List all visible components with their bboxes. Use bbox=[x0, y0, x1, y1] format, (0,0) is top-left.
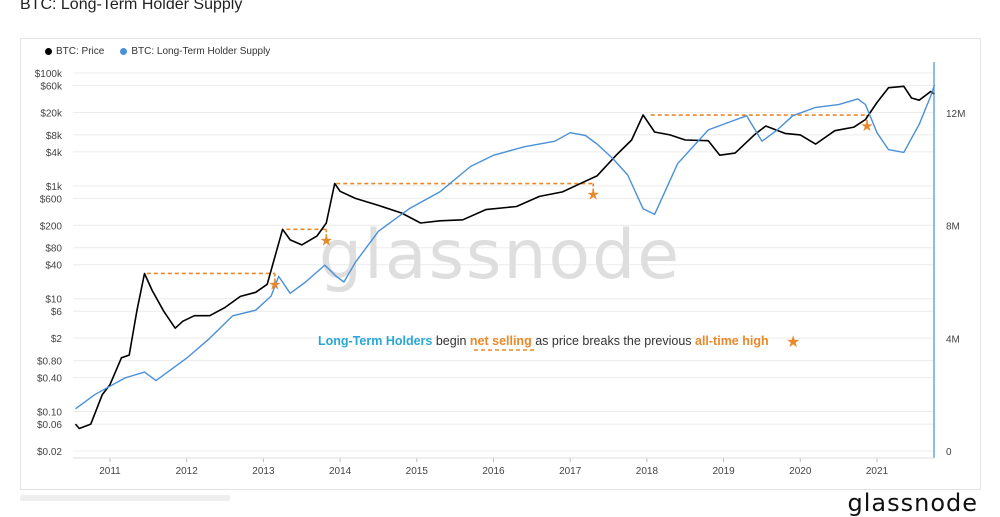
x-tick-label: 2015 bbox=[406, 466, 429, 477]
lth-legend-swatch bbox=[120, 48, 128, 55]
ath-star-icon: ★ bbox=[860, 117, 873, 135]
ath-star-icon: ★ bbox=[586, 186, 599, 204]
y-axis-right: 12M 8M 4M 0 bbox=[946, 109, 965, 458]
y-left-tick-label: $200 bbox=[40, 221, 63, 232]
chart-svg: glassnode $100k $60k $20k $8k $4k $1k$600 $200… bbox=[35, 62, 965, 477]
y-right-tick-label: 4M bbox=[946, 334, 960, 345]
price-series-line bbox=[74, 85, 935, 430]
ath-star-icon: ★ bbox=[320, 231, 333, 249]
y-left-tick-label: $0.06 bbox=[37, 420, 62, 431]
y-left-tick-label: $40 bbox=[45, 261, 62, 272]
y-right-tick-label: 0 bbox=[946, 447, 952, 458]
y-right-tick-label: 8M bbox=[946, 222, 960, 233]
watermark: glassnode bbox=[319, 216, 681, 295]
chart-panel bbox=[20, 38, 981, 490]
y-left-tick-label: $0.80 bbox=[37, 357, 62, 368]
x-tick-label: 2020 bbox=[789, 466, 812, 477]
brand-logo: glassnode bbox=[847, 489, 978, 517]
x-tick-label: 2013 bbox=[252, 466, 275, 477]
y-left-tick-label: $80 bbox=[45, 244, 62, 255]
ath-stars: ★ ★ ★ ★ bbox=[268, 117, 874, 293]
y-left-tick-label: $100k bbox=[35, 69, 63, 80]
grid-lines bbox=[73, 72, 934, 452]
x-tick-label: 2019 bbox=[712, 466, 735, 477]
annotation-begin: begin bbox=[432, 334, 470, 348]
y-left-tick-label: $10 bbox=[45, 295, 62, 306]
y-left-tick-label: $2 bbox=[51, 334, 63, 345]
y-left-tick-label: $8k bbox=[46, 131, 63, 142]
x-tick-label: 2021 bbox=[866, 466, 889, 477]
y-left-tick-label: $6 bbox=[51, 307, 63, 318]
legend-label-price: BTC: Price bbox=[56, 46, 105, 57]
x-tick-label: 2012 bbox=[176, 466, 199, 477]
y-left-tick-label: $0.02 bbox=[37, 447, 62, 458]
y-left-tick-label: $1k bbox=[46, 182, 63, 193]
y-left-tick-label: $60k bbox=[40, 82, 63, 93]
x-tick-label: 2014 bbox=[329, 466, 352, 477]
legend-item-price[interactable]: BTC: Price bbox=[45, 46, 104, 57]
annotation-lth: Long-Term Holders bbox=[318, 334, 432, 348]
annotation-star-icon: ★ bbox=[786, 332, 800, 351]
x-tick-label: 2011 bbox=[99, 466, 121, 477]
source-footer bbox=[20, 495, 230, 501]
chart-legend: BTC: Price BTC: Long-Term Holder Supply bbox=[45, 46, 270, 57]
x-tick-label: 2017 bbox=[559, 466, 582, 477]
lth-supply-series-line bbox=[75, 84, 936, 410]
y-left-tick-label: $0.40 bbox=[37, 374, 62, 385]
y-axis-left: $100k$60k$20k$8k$4k$1k$600$200$80$40$10$… bbox=[35, 69, 63, 458]
annotation-mid: as price breaks the previous bbox=[532, 334, 695, 348]
y-left-tick-label: $600 bbox=[40, 194, 63, 205]
legend-item-lth[interactable]: BTC: Long-Term Holder Supply bbox=[120, 46, 270, 57]
x-tick-label: 2016 bbox=[482, 466, 505, 477]
series-lines bbox=[74, 84, 936, 430]
annotation-text: Long-Term Holders begin net selling as p… bbox=[318, 334, 769, 348]
legend-label-lth: BTC: Long-Term Holder Supply bbox=[131, 46, 271, 57]
x-axis: 2011 2012 2013 2014 2015 2016 2017 2018 2019 2020… bbox=[99, 458, 889, 477]
y-right-tick-label: 12M bbox=[946, 109, 965, 120]
ath-star-icon: ★ bbox=[268, 275, 281, 293]
annotation-net-selling: net selling bbox=[470, 334, 532, 348]
annotation-ath: all-time high bbox=[695, 334, 769, 348]
price-legend-swatch bbox=[45, 48, 52, 55]
y-left-tick-label: $20k bbox=[40, 108, 63, 119]
y-left-tick-label: $4k bbox=[46, 148, 63, 159]
page-title: BTC: Long-Term Holder Supply bbox=[20, 0, 243, 13]
y-left-tick-label: $0.10 bbox=[37, 408, 62, 419]
x-tick-label: 2018 bbox=[636, 466, 659, 477]
